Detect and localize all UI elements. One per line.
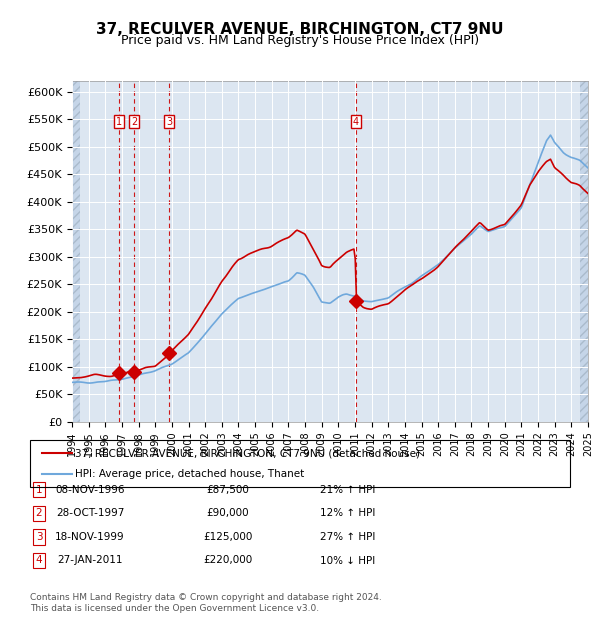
- Text: 10% ↓ HPI: 10% ↓ HPI: [320, 556, 376, 565]
- Text: 12% ↑ HPI: 12% ↑ HPI: [320, 508, 376, 518]
- Text: £90,000: £90,000: [206, 508, 250, 518]
- Text: 4: 4: [353, 117, 359, 126]
- Text: £87,500: £87,500: [206, 485, 250, 495]
- Text: 27-JAN-2011: 27-JAN-2011: [57, 556, 123, 565]
- Text: 2: 2: [131, 117, 137, 126]
- Text: 08-NOV-1996: 08-NOV-1996: [55, 485, 125, 495]
- Text: 18-NOV-1999: 18-NOV-1999: [55, 532, 125, 542]
- Text: 37, RECULVER AVENUE, BIRCHINGTON, CT7 9NU (detached house): 37, RECULVER AVENUE, BIRCHINGTON, CT7 9N…: [75, 448, 420, 458]
- Bar: [72, 81, 80, 422]
- Text: Price paid vs. HM Land Registry's House Price Index (HPI): Price paid vs. HM Land Registry's House …: [121, 34, 479, 47]
- Text: 3: 3: [166, 117, 172, 126]
- Text: 2: 2: [35, 508, 43, 518]
- Text: 37, RECULVER AVENUE, BIRCHINGTON, CT7 9NU: 37, RECULVER AVENUE, BIRCHINGTON, CT7 9N…: [96, 22, 504, 37]
- Text: 28-OCT-1997: 28-OCT-1997: [56, 508, 124, 518]
- Text: 4: 4: [35, 556, 43, 565]
- Text: £220,000: £220,000: [203, 556, 253, 565]
- Text: 27% ↑ HPI: 27% ↑ HPI: [320, 532, 376, 542]
- Text: 21% ↑ HPI: 21% ↑ HPI: [320, 485, 376, 495]
- Text: 3: 3: [35, 532, 43, 542]
- Text: 1: 1: [116, 117, 122, 126]
- Text: HPI: Average price, detached house, Thanet: HPI: Average price, detached house, Than…: [75, 469, 304, 479]
- Bar: [580, 81, 588, 422]
- Text: 1: 1: [35, 485, 43, 495]
- Text: Contains HM Land Registry data © Crown copyright and database right 2024.
This d: Contains HM Land Registry data © Crown c…: [30, 593, 382, 613]
- Text: £125,000: £125,000: [203, 532, 253, 542]
